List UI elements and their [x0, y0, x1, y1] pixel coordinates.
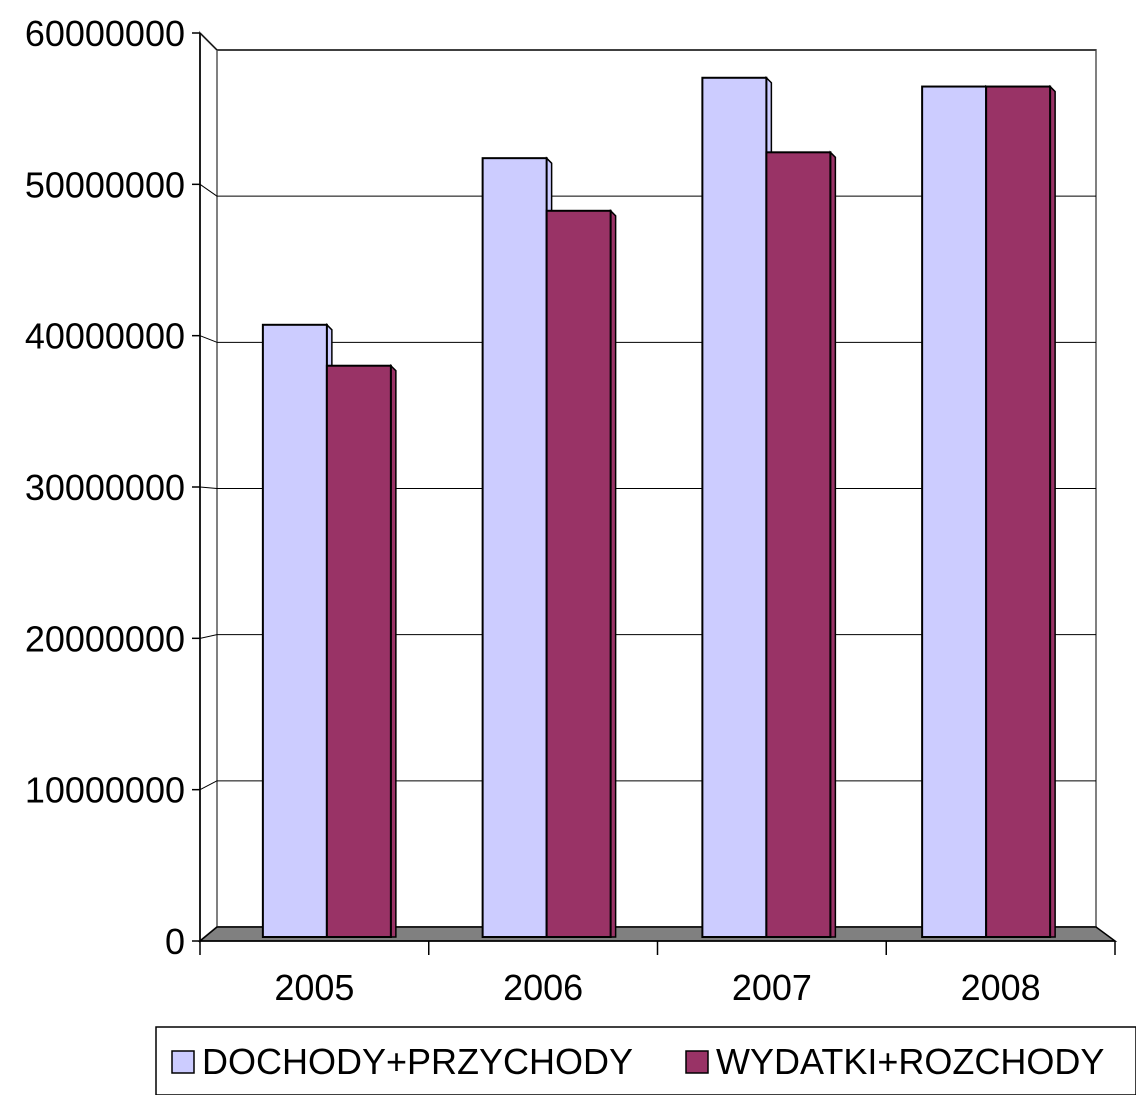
- gridline-diagonal: [199, 335, 218, 343]
- gridline-diagonal: [199, 486, 218, 489]
- legend-label: DOCHODY+PRZYCHODY: [202, 1041, 633, 1082]
- bar-front: [261, 323, 328, 938]
- bar-front: [921, 85, 988, 938]
- bar-front: [765, 151, 832, 939]
- bar: [701, 75, 773, 938]
- gridline-diagonal: [199, 183, 218, 197]
- x-axis-tick-labels: 2005 2006 2007 2008: [274, 967, 1040, 1008]
- y-axis-tick-label: 30000000: [25, 467, 185, 508]
- bar: [921, 84, 992, 938]
- x-axis-tick-label: 2005: [274, 967, 354, 1008]
- bars: [261, 75, 1056, 939]
- x-axis-tick-label: 2008: [961, 967, 1041, 1008]
- x-axis-tick-label: 2007: [732, 967, 812, 1008]
- y-axis-tick-labels: 0 10000000 20000000 30000000 40000000 5000000…: [25, 13, 185, 962]
- bar-front: [481, 157, 548, 938]
- bar: [545, 208, 617, 939]
- gridline-diagonal: [199, 634, 218, 639]
- legend-box: [155, 1026, 1136, 1095]
- gridline-diagonal: [199, 32, 218, 51]
- y-axis-tick-label: 10000000: [25, 770, 185, 811]
- bar: [261, 322, 333, 938]
- bar-front: [985, 85, 1052, 938]
- bar: [325, 363, 397, 939]
- y-axis-tick-label: 40000000: [25, 316, 185, 357]
- bar-front: [325, 364, 392, 939]
- x-axis-tick-label: 2006: [503, 967, 583, 1008]
- bar-front: [545, 209, 612, 939]
- y-axis-tick-label: 20000000: [25, 618, 185, 659]
- bar-front: [701, 76, 768, 938]
- axes: [192, 32, 1116, 955]
- y-axis-tick-label: 0: [165, 921, 185, 962]
- y-axis-tick-label: 60000000: [25, 13, 185, 54]
- bar: [985, 84, 1056, 938]
- y-axis-tick-label: 50000000: [25, 164, 185, 205]
- legend: DOCHODY+PRZYCHODY WYDATKI+ROZCHODY: [155, 1026, 1136, 1095]
- legend-swatch: [685, 1050, 709, 1074]
- legend-label: WYDATKI+ROZCHODY: [716, 1041, 1104, 1082]
- gridline-diagonal: [199, 780, 218, 791]
- bar: [481, 156, 553, 938]
- bar: [765, 150, 837, 939]
- legend-swatch: [171, 1050, 195, 1074]
